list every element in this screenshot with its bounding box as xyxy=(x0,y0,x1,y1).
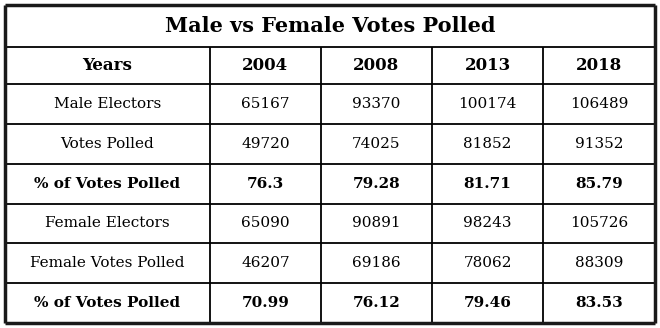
Text: 76.12: 76.12 xyxy=(352,296,401,310)
Text: 70.99: 70.99 xyxy=(242,296,289,310)
Text: 85.79: 85.79 xyxy=(576,176,623,191)
Text: 2013: 2013 xyxy=(465,57,511,74)
Text: 78062: 78062 xyxy=(463,256,512,270)
Text: Years: Years xyxy=(82,57,132,74)
Text: % of Votes Polled: % of Votes Polled xyxy=(34,296,180,310)
Text: 98243: 98243 xyxy=(463,216,512,230)
Text: 2004: 2004 xyxy=(242,57,288,74)
Text: % of Votes Polled: % of Votes Polled xyxy=(34,176,180,191)
Text: 91352: 91352 xyxy=(575,137,623,151)
Text: 74025: 74025 xyxy=(352,137,401,151)
Text: 93370: 93370 xyxy=(352,97,401,111)
Text: 46207: 46207 xyxy=(241,256,290,270)
Text: 81852: 81852 xyxy=(463,137,512,151)
Text: 88309: 88309 xyxy=(575,256,623,270)
Text: 90891: 90891 xyxy=(352,216,401,230)
Text: Female Votes Polled: Female Votes Polled xyxy=(30,256,185,270)
Text: 76.3: 76.3 xyxy=(247,176,284,191)
Text: Male vs Female Votes Polled: Male vs Female Votes Polled xyxy=(165,16,495,36)
Text: 100174: 100174 xyxy=(459,97,517,111)
Text: Male Electors: Male Electors xyxy=(53,97,161,111)
Text: 79.46: 79.46 xyxy=(464,296,512,310)
Text: 105726: 105726 xyxy=(570,216,628,230)
Text: 49720: 49720 xyxy=(241,137,290,151)
Text: Female Electors: Female Electors xyxy=(45,216,170,230)
Text: 79.28: 79.28 xyxy=(352,176,401,191)
Text: 106489: 106489 xyxy=(570,97,628,111)
Text: 83.53: 83.53 xyxy=(576,296,623,310)
Text: 65090: 65090 xyxy=(241,216,290,230)
Text: 65167: 65167 xyxy=(241,97,290,111)
Text: Votes Polled: Votes Polled xyxy=(61,137,154,151)
Text: 2018: 2018 xyxy=(576,57,622,74)
Text: 69186: 69186 xyxy=(352,256,401,270)
Text: 2008: 2008 xyxy=(353,57,399,74)
Text: 81.71: 81.71 xyxy=(464,176,512,191)
